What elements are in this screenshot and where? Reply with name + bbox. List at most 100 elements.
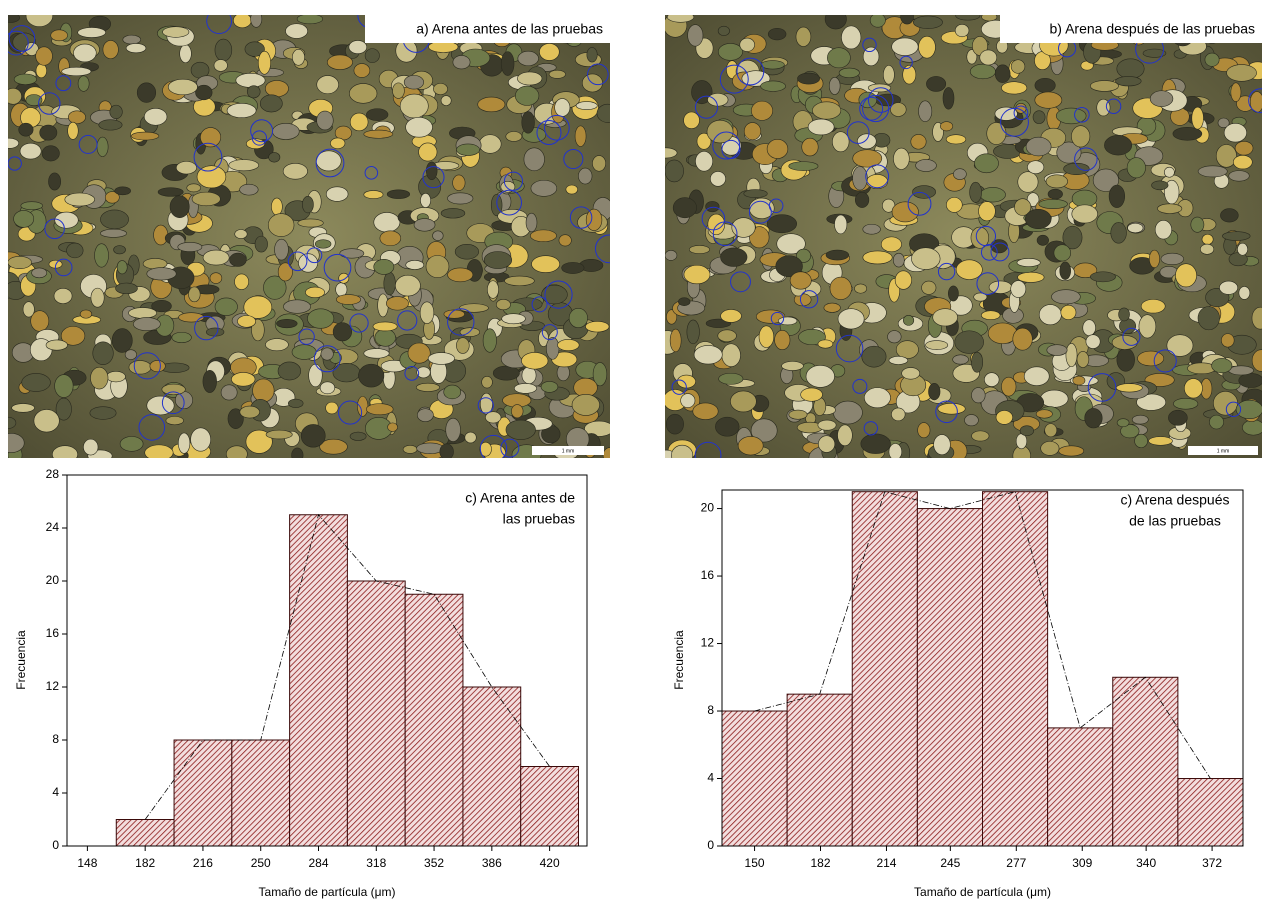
grain — [522, 112, 535, 134]
grain — [654, 148, 677, 158]
grain — [863, 224, 881, 234]
grain — [444, 310, 465, 318]
grain — [1001, 82, 1026, 94]
grain — [1041, 441, 1059, 455]
grain — [913, 16, 942, 29]
grain — [892, 38, 919, 56]
grain — [1011, 60, 1025, 74]
grain — [974, 154, 998, 173]
grain — [292, 448, 304, 463]
grain — [1045, 424, 1057, 437]
grain — [1033, 111, 1045, 124]
grain — [420, 193, 430, 207]
grain — [587, 47, 597, 62]
grain — [1157, 204, 1181, 214]
grain — [179, 313, 204, 322]
grain — [834, 215, 846, 234]
grain — [433, 231, 444, 241]
grain — [832, 132, 849, 152]
grain — [446, 418, 461, 441]
grain — [349, 40, 367, 53]
grain — [112, 329, 132, 353]
grain — [54, 288, 72, 303]
grain — [420, 302, 434, 324]
grain — [479, 135, 501, 154]
grain — [1117, 348, 1135, 371]
y-axis-label: Frecuencia — [672, 630, 686, 690]
grain — [824, 303, 840, 312]
grain — [229, 160, 259, 171]
grain — [247, 86, 260, 98]
grain — [317, 111, 334, 130]
grain — [20, 143, 41, 159]
grain — [1221, 334, 1234, 348]
grain — [91, 288, 104, 307]
grain — [827, 48, 850, 68]
grain — [221, 385, 237, 400]
grain — [946, 135, 966, 144]
grain — [586, 209, 602, 231]
grain — [808, 119, 834, 135]
grain — [761, 61, 784, 70]
grain — [979, 202, 996, 221]
grain — [178, 433, 190, 454]
grain — [708, 93, 729, 106]
grain — [801, 388, 823, 401]
photo-a — [0, 2, 623, 464]
grain — [12, 404, 35, 413]
grain — [292, 49, 304, 65]
grain — [1168, 410, 1187, 425]
grain — [144, 108, 167, 125]
grain — [417, 409, 433, 422]
grain — [1059, 446, 1084, 456]
grain — [97, 137, 108, 157]
grain — [288, 399, 303, 408]
grain — [694, 345, 722, 364]
grain — [80, 310, 92, 318]
grain — [441, 208, 465, 218]
grain — [863, 251, 892, 264]
scale-label: 1 mm — [1217, 448, 1230, 454]
grain — [796, 27, 811, 46]
grain — [426, 255, 449, 277]
bar — [787, 694, 852, 846]
grain — [572, 394, 600, 415]
grain — [90, 407, 116, 420]
grain — [1047, 345, 1067, 356]
grain — [506, 131, 522, 141]
grain — [1139, 315, 1156, 338]
grain — [374, 212, 400, 232]
figure: a) Arena antes de las pruebas b) Arena d… — [0, 0, 1266, 905]
grain — [0, 417, 16, 428]
grain — [1220, 209, 1238, 223]
grain — [1152, 181, 1169, 190]
x-tick-label: 277 — [1006, 856, 1026, 870]
grain — [268, 214, 294, 237]
grain — [926, 76, 945, 91]
grain — [260, 95, 282, 112]
grain — [989, 281, 1012, 294]
grain — [444, 385, 461, 399]
y-tick-label: 12 — [46, 679, 60, 693]
grain — [889, 356, 908, 364]
grain — [265, 80, 288, 96]
grain — [681, 394, 695, 408]
grain — [236, 73, 265, 87]
grain — [812, 102, 840, 119]
grain — [518, 51, 539, 66]
grain — [838, 425, 853, 446]
grain — [483, 329, 496, 353]
grain — [1040, 390, 1068, 407]
grain — [566, 185, 578, 194]
grain — [530, 230, 556, 242]
grain — [21, 202, 43, 210]
grain — [34, 409, 59, 432]
y-tick-label: 0 — [52, 838, 59, 852]
grain — [1138, 351, 1164, 366]
grain — [359, 364, 384, 387]
grain — [364, 130, 393, 138]
grain — [388, 423, 398, 432]
grain — [133, 317, 160, 330]
x-tick-label: 214 — [876, 856, 896, 870]
grain — [569, 308, 587, 327]
